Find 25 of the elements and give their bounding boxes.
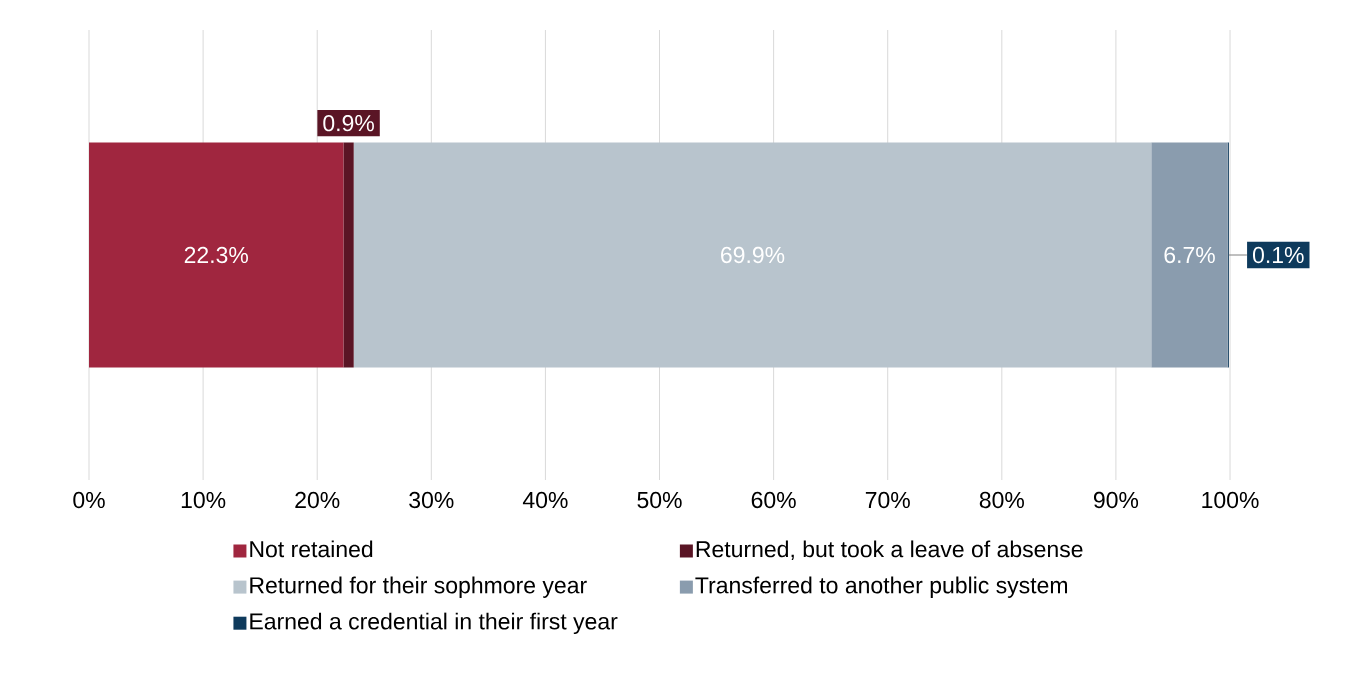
x-tick-label: 50% xyxy=(637,491,682,509)
legend-label: Returned for their sophmore year xyxy=(250,576,587,598)
bar xyxy=(343,142,354,368)
x-tick-label: 30% xyxy=(409,491,454,509)
bar xyxy=(353,142,1152,368)
x-tick-label: 70% xyxy=(865,491,910,509)
bar xyxy=(89,142,344,368)
legend-label: Returned, but took a leave of absense xyxy=(696,540,1083,561)
x-tick-label: 40% xyxy=(522,491,568,509)
bar xyxy=(1151,142,1228,368)
legend-label: Earned a credential in their first year xyxy=(250,612,618,635)
legend-label: Not retained xyxy=(250,540,373,558)
x-tick-label: 20% xyxy=(295,491,340,509)
data-label: 0.9% xyxy=(323,115,374,132)
data-label: 6.7% xyxy=(1164,246,1215,264)
x-tick-label: 100% xyxy=(1202,491,1259,509)
x-tick-label: 80% xyxy=(979,491,1024,509)
data-label: 69.9% xyxy=(721,246,785,264)
x-tick-label: 10% xyxy=(181,491,226,509)
data-label: 22.3% xyxy=(184,246,248,264)
x-tick-label: 90% xyxy=(1093,491,1139,509)
legend-label: Transferred to another public system xyxy=(695,576,1068,598)
x-tick-label: 0% xyxy=(73,491,105,509)
data-label: 0.1% xyxy=(1252,246,1304,264)
x-tick-label: 60% xyxy=(751,491,796,509)
